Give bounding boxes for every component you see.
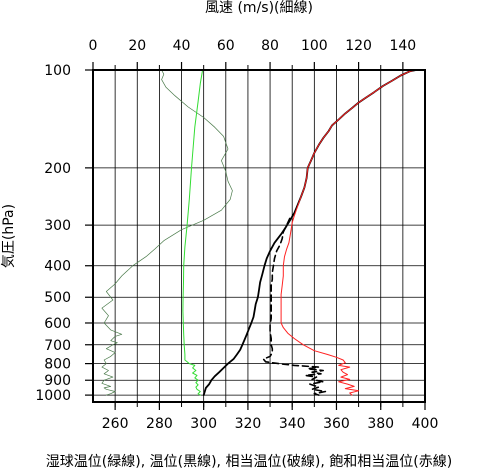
bottom-tick-label: 360 <box>323 416 350 432</box>
y-axis-title: 気圧(hPa) <box>1 204 17 268</box>
bottom-tick-label: 400 <box>412 416 439 432</box>
y-tick-label: 200 <box>44 161 71 177</box>
series-line-theta_e <box>262 217 327 396</box>
top-tick-label: 80 <box>261 38 279 54</box>
y-tick-label: 100 <box>44 63 71 79</box>
top-tick-label: 60 <box>217 38 235 54</box>
top-tick-label: 40 <box>173 38 191 54</box>
grid <box>93 69 425 402</box>
top-tick-label: 100 <box>301 38 328 54</box>
bottom-tick-label: 340 <box>279 416 306 432</box>
top-axis-title: 風速 (m/s)(細線) <box>205 0 313 16</box>
y-tick-label: 600 <box>44 316 71 332</box>
plot-frame <box>92 69 426 403</box>
y-tick-label: 1000 <box>35 388 71 404</box>
y-tick-label: 500 <box>44 290 71 306</box>
top-tick-label: 120 <box>345 38 372 54</box>
top-tick-label: 140 <box>389 38 416 54</box>
top-tick-label: 0 <box>89 38 98 54</box>
series-line-theta_es <box>280 69 417 396</box>
axis-ticks: 260 280 300 320 340 360 380 400 0 20 40 60 80 100 120 1… <box>35 38 438 432</box>
y-tick-label: 300 <box>44 218 71 234</box>
y-tick-label: 900 <box>44 373 71 389</box>
y-tick-label: 400 <box>44 259 71 275</box>
top-tick-label: 20 <box>128 38 146 54</box>
series-line-theta <box>202 69 418 397</box>
bottom-tick-label: 380 <box>367 416 394 432</box>
bottom-tick-label: 260 <box>102 416 129 432</box>
bottom-tick-label: 320 <box>235 416 262 432</box>
bottom-tick-label: 280 <box>146 416 173 432</box>
series-line-wind <box>101 69 233 396</box>
y-tick-label: 700 <box>44 338 71 354</box>
bottom-axis-title: 湿球温位(緑線), 温位(黒線), 相当温位(破線), 飽和相当温位(赤線) <box>46 453 452 470</box>
y-tick-label: 800 <box>44 357 71 373</box>
series-line-theta_w <box>182 69 204 396</box>
series-lines <box>101 69 418 397</box>
bottom-tick-label: 300 <box>190 416 217 432</box>
